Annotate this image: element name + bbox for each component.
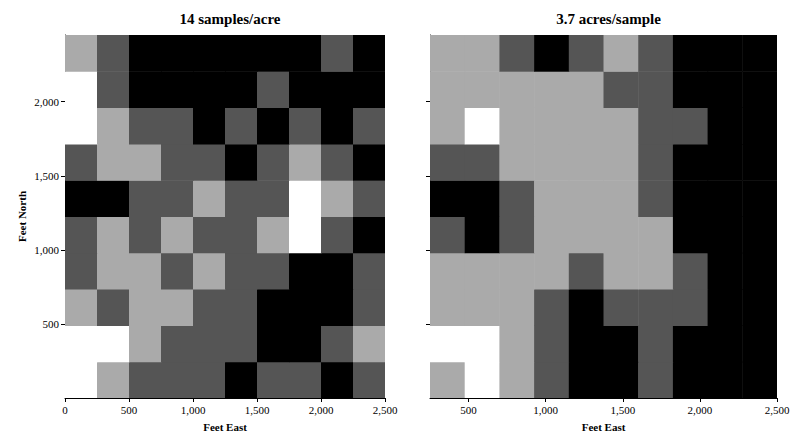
svg-text:Feet East: Feet East [203, 421, 247, 433]
svg-text:2,500: 2,500 [765, 404, 790, 416]
svg-text:2,000: 2,000 [309, 404, 334, 416]
svg-text:3.7 acres/sample: 3.7 acres/sample [556, 11, 661, 27]
svg-text:500: 500 [121, 404, 138, 416]
svg-text:1,000: 1,000 [34, 244, 59, 256]
svg-text:1,500: 1,500 [34, 170, 59, 182]
svg-text:2,000: 2,000 [688, 404, 713, 416]
svg-text:1,000: 1,000 [533, 404, 558, 416]
svg-text:500: 500 [460, 404, 477, 416]
svg-text:0: 0 [62, 404, 68, 416]
svg-text:2,000: 2,000 [34, 96, 59, 108]
svg-text:500: 500 [43, 318, 60, 330]
svg-text:2,500: 2,500 [373, 404, 398, 416]
svg-text:14 samples/acre: 14 samples/acre [180, 11, 281, 27]
svg-text:Feet East: Feet East [582, 421, 626, 433]
svg-text:1,000: 1,000 [181, 404, 206, 416]
svg-text:Feet North: Feet North [16, 191, 28, 242]
svg-text:1,500: 1,500 [245, 404, 270, 416]
svg-text:1,500: 1,500 [610, 404, 635, 416]
